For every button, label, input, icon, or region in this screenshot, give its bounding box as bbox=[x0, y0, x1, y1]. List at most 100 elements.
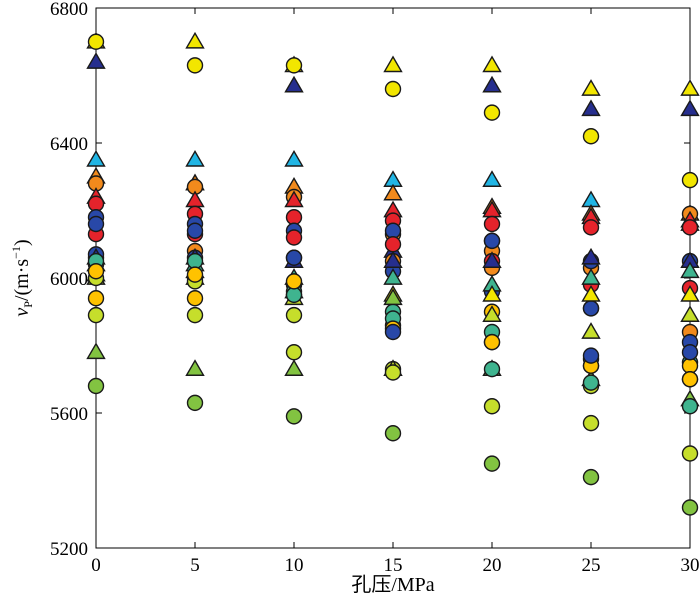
data-point-triangle bbox=[680, 305, 700, 322]
data-marks bbox=[86, 31, 700, 516]
data-point-circle bbox=[582, 300, 600, 317]
data-point-circle bbox=[186, 57, 204, 74]
data-point-circle bbox=[384, 323, 402, 341]
data-point-circle bbox=[186, 266, 204, 283]
data-point-triangle bbox=[284, 75, 304, 93]
data-point-circle bbox=[681, 371, 699, 388]
data-point-circle bbox=[681, 357, 699, 374]
y-tick-label: 5600 bbox=[50, 404, 88, 425]
y-tick-label: 6800 bbox=[50, 0, 88, 20]
data-point-circle bbox=[681, 398, 699, 415]
data-point-circle bbox=[384, 364, 402, 381]
data-point-circle bbox=[285, 57, 303, 74]
data-point-circle bbox=[681, 499, 699, 516]
axis-ticks: 0 5 10 15 20 25 30 5200 5600 6000 6400 6800 bbox=[50, 0, 700, 576]
data-point-triangle bbox=[185, 359, 205, 376]
data-point-triangle bbox=[383, 251, 403, 268]
data-point-triangle bbox=[680, 261, 700, 279]
data-point-triangle bbox=[680, 79, 700, 96]
data-point-triangle bbox=[482, 251, 502, 268]
data-point-triangle bbox=[581, 322, 601, 339]
data-point-circle bbox=[87, 215, 105, 233]
y-axis-label-unit: /(m·s bbox=[11, 259, 33, 301]
data-point-triangle bbox=[581, 268, 601, 285]
data-point-circle bbox=[87, 263, 105, 280]
data-point-circle bbox=[582, 414, 600, 432]
data-point-circle bbox=[384, 222, 402, 239]
data-point-circle bbox=[285, 344, 303, 361]
data-point-triangle bbox=[482, 75, 502, 93]
data-point-triangle bbox=[581, 284, 601, 302]
y-axis-label-close: ) bbox=[11, 239, 33, 246]
x-tick-label: 0 bbox=[91, 555, 101, 576]
data-point-circle bbox=[483, 455, 501, 472]
data-point-circle bbox=[483, 104, 501, 121]
data-point-circle bbox=[285, 209, 303, 226]
data-point-circle bbox=[582, 128, 600, 145]
data-point-triangle bbox=[581, 79, 601, 96]
data-point-circle bbox=[186, 394, 204, 412]
data-point-circle bbox=[285, 306, 303, 324]
data-point-circle bbox=[384, 425, 402, 442]
data-point-circle bbox=[285, 408, 303, 425]
data-point-circle bbox=[186, 306, 204, 324]
data-point-circle bbox=[681, 344, 699, 361]
data-point-triangle bbox=[581, 99, 601, 117]
x-tick-label: 30 bbox=[681, 555, 700, 576]
data-point-triangle bbox=[482, 170, 502, 187]
y-axis-label-main: v bbox=[11, 308, 33, 317]
data-point-circle bbox=[87, 377, 105, 395]
data-point-triangle bbox=[284, 149, 304, 167]
data-point-circle bbox=[285, 249, 303, 266]
data-point-circle bbox=[483, 333, 501, 351]
data-point-circle bbox=[681, 445, 699, 462]
data-point-triangle bbox=[383, 268, 403, 285]
data-point-triangle bbox=[482, 284, 502, 302]
x-tick-label: 10 bbox=[285, 555, 304, 576]
x-tick-label: 25 bbox=[582, 555, 601, 576]
y-tick-label: 5200 bbox=[50, 539, 88, 560]
data-point-circle bbox=[186, 222, 204, 239]
data-point-circle bbox=[582, 347, 600, 364]
data-point-circle bbox=[582, 468, 600, 486]
data-point-triangle bbox=[680, 284, 700, 302]
data-point-triangle bbox=[86, 149, 106, 167]
data-point-circle bbox=[483, 215, 501, 233]
data-point-circle bbox=[681, 219, 699, 236]
data-point-circle bbox=[285, 273, 303, 290]
data-point-circle bbox=[483, 360, 501, 378]
data-point-circle bbox=[681, 171, 699, 189]
data-point-circle bbox=[87, 195, 105, 212]
data-point-circle bbox=[87, 306, 105, 324]
data-point-triangle bbox=[86, 52, 106, 69]
data-point-triangle bbox=[86, 342, 106, 360]
data-point-triangle bbox=[383, 183, 403, 201]
data-point-circle bbox=[87, 33, 105, 50]
data-point-triangle bbox=[482, 305, 502, 322]
x-tick-label: 5 bbox=[190, 555, 200, 576]
data-point-triangle bbox=[482, 55, 502, 73]
data-point-triangle bbox=[284, 190, 304, 208]
data-point-triangle bbox=[185, 149, 205, 167]
data-point-circle bbox=[384, 236, 402, 253]
y-tick-label: 6400 bbox=[50, 134, 88, 155]
data-point-circle bbox=[186, 252, 204, 270]
data-point-circle bbox=[582, 219, 600, 236]
x-tick-label: 15 bbox=[384, 555, 403, 576]
data-point-circle bbox=[483, 398, 501, 415]
data-point-circle bbox=[285, 229, 303, 246]
data-point-circle bbox=[483, 232, 501, 250]
data-point-circle bbox=[384, 80, 402, 98]
x-tick-label: 20 bbox=[483, 555, 502, 576]
y-tick-label: 6000 bbox=[50, 269, 88, 290]
x-axis-label: 孔压/MPa bbox=[351, 573, 434, 596]
data-point-circle bbox=[285, 286, 303, 304]
y-axis-label: vP/(m·s−1) bbox=[9, 239, 35, 316]
data-point-triangle bbox=[383, 55, 403, 73]
data-point-triangle bbox=[581, 247, 601, 265]
data-point-circle bbox=[186, 290, 204, 307]
data-point-triangle bbox=[383, 288, 403, 306]
data-point-circle bbox=[582, 374, 600, 391]
data-point-circle bbox=[87, 290, 105, 307]
